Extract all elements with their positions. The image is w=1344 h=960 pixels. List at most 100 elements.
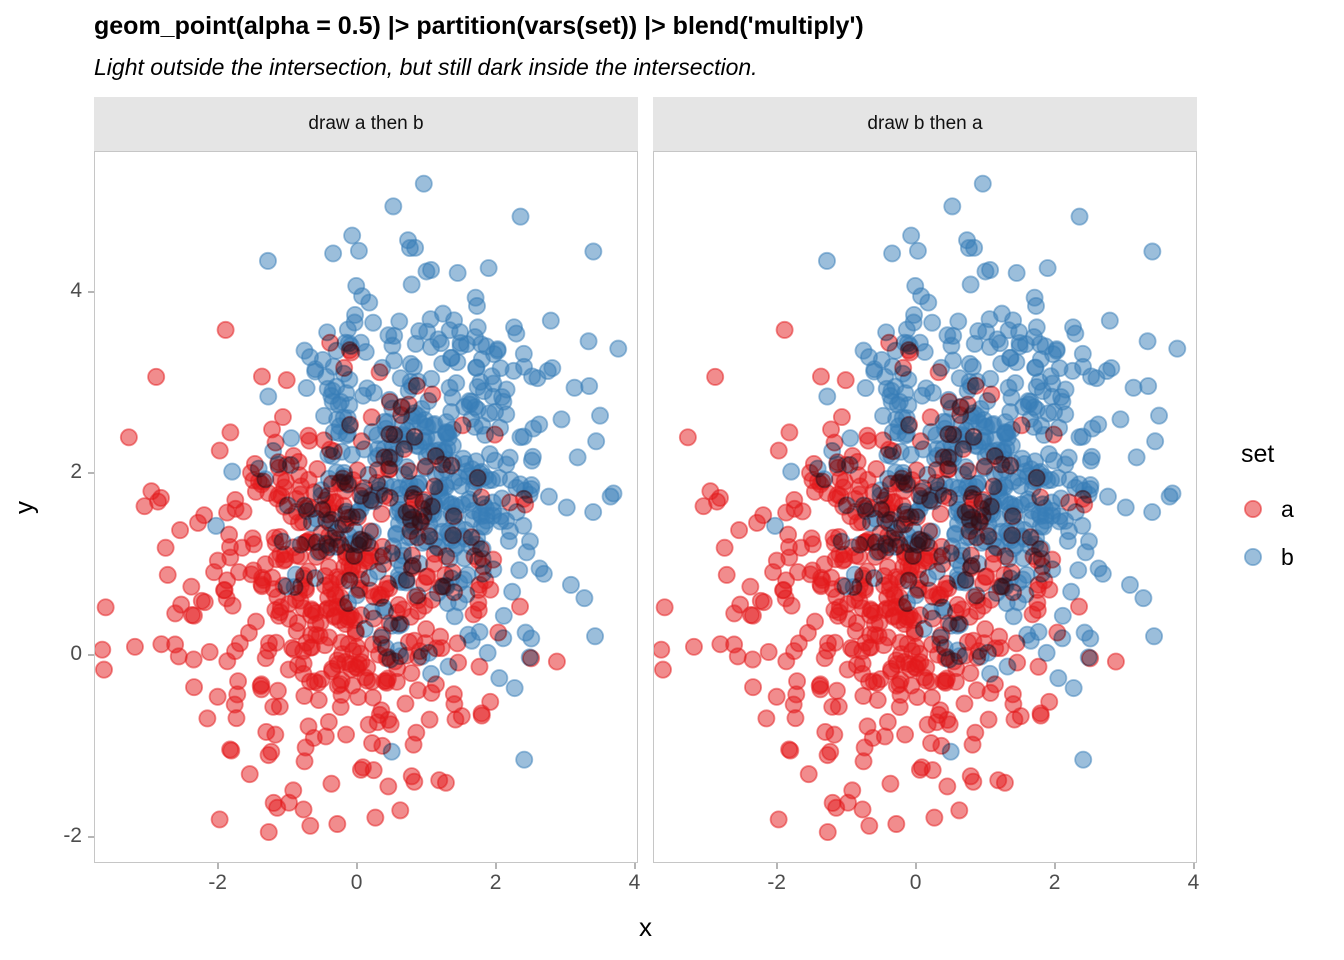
scatter-point (443, 388, 462, 407)
scatter-point (958, 395, 977, 414)
scatter-point (1064, 679, 1083, 698)
scatter-point (741, 606, 760, 624)
scatter-point (818, 823, 837, 842)
scatter-point (996, 424, 1014, 443)
scatter-point (973, 506, 992, 525)
legend-point-circle (1243, 499, 1263, 519)
scatter-point (911, 653, 930, 672)
x-tick-label: 2 (1048, 871, 1061, 894)
scatter-point (210, 441, 229, 460)
scatter-point (376, 580, 395, 599)
scatter-point (838, 660, 857, 679)
scatter-point (561, 575, 580, 594)
scatter-point (95, 660, 113, 679)
scatter-point (223, 462, 242, 481)
scatter-point (319, 713, 338, 731)
scatter-point (609, 339, 628, 358)
scatter-plot-b-then-a (654, 152, 1196, 862)
scatter-point (534, 564, 553, 583)
scatter-point (861, 638, 880, 657)
scatter-point (282, 429, 301, 448)
scatter-point (280, 609, 298, 628)
scatter-point (437, 492, 455, 511)
scatter-point (744, 678, 763, 697)
page-subtitle: Light outside the intersection, but stil… (94, 54, 758, 80)
scatter-point (497, 455, 516, 474)
scatter-point (806, 612, 824, 631)
scatter-point (360, 569, 379, 587)
facet-strip-label: draw b then a (867, 113, 983, 134)
scatter-plot-a-then-b (95, 152, 637, 862)
scatter-point (158, 565, 177, 584)
scatter-point (782, 462, 801, 481)
scatter-point (243, 529, 262, 548)
scatter-point (804, 454, 823, 473)
scatter-point (921, 408, 940, 427)
scatter-point (441, 529, 460, 548)
scatter-point (1056, 405, 1075, 424)
scatter-point (915, 668, 934, 687)
scatter-point (1111, 410, 1130, 429)
scatter-point (478, 643, 497, 662)
scatter-point (263, 420, 282, 439)
scatter-point (1019, 395, 1038, 414)
scatter-point (1106, 652, 1125, 671)
scatter-point (291, 535, 310, 554)
scatter-point (859, 431, 878, 450)
scatter-point (353, 758, 372, 777)
scatter-point (984, 477, 1003, 496)
scatter-point (182, 577, 201, 596)
scatter-point (259, 387, 278, 406)
scatter-point (587, 432, 606, 451)
scatter-point (853, 800, 872, 819)
scatter-point (911, 432, 930, 451)
scatter-point (221, 538, 239, 556)
scatter-point (1021, 528, 1040, 547)
scatter-point (520, 648, 539, 667)
x-tick-label: -2 (208, 871, 227, 894)
scatter-point (330, 417, 349, 436)
scatter-point (990, 627, 1009, 646)
scatter-point (901, 343, 920, 362)
scatter-point (604, 484, 623, 503)
scatter-point (1004, 472, 1022, 491)
scatter-point (1127, 448, 1146, 467)
scatter-point (1003, 526, 1022, 545)
scatter-point (312, 670, 331, 689)
y-tick-label: 4 (70, 278, 82, 302)
scatter-point (424, 505, 443, 523)
scatter-point (420, 643, 438, 662)
scatter-point (364, 688, 382, 707)
scatter-point (358, 534, 377, 552)
scatter-point (273, 532, 292, 551)
scatter-point (852, 513, 871, 532)
scatter-point (1003, 507, 1022, 526)
scatter-point (483, 471, 502, 489)
scatter-point (887, 815, 906, 833)
scatter-point (817, 251, 836, 270)
scatter-point (862, 499, 881, 518)
scatter-point (391, 647, 410, 666)
scatter-point (547, 652, 566, 671)
scatter-point (894, 358, 913, 377)
scatter-point (1005, 710, 1024, 729)
scatter-point (900, 565, 919, 584)
x-tick-label: 4 (628, 871, 641, 894)
scatter-point (467, 452, 486, 471)
scatter-point (1004, 695, 1023, 714)
scatter-point (428, 537, 447, 556)
scatter-point (226, 499, 245, 518)
scatter-point (965, 490, 983, 509)
scatter-point (472, 517, 491, 536)
scatter-point (788, 672, 807, 691)
scatter-point (839, 609, 857, 628)
x-axis-title: x (639, 912, 652, 942)
page-title: geom_point(alpha = 0.5) |> partition(var… (94, 12, 864, 40)
scatter-point (1076, 543, 1095, 562)
scatter-point (402, 664, 421, 683)
scatter-point (1026, 358, 1045, 377)
y-tick-mark (88, 472, 94, 475)
scatter-point (945, 652, 963, 671)
scatter-point (299, 470, 318, 489)
scatter-point (207, 516, 226, 535)
